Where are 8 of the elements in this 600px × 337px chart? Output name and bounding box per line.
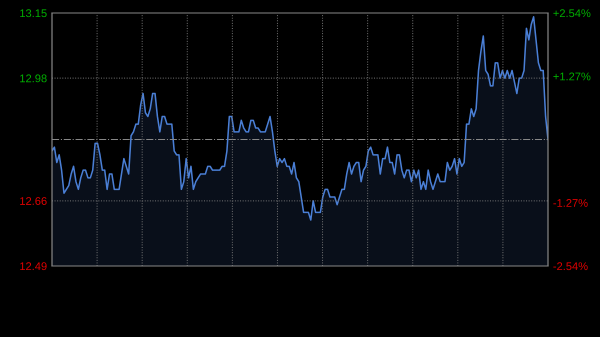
y2-tick-label: -1.27% — [553, 199, 588, 207]
y-tick-label: 12.98 — [20, 74, 47, 82]
y-tick-label: 13.15 — [20, 9, 47, 18]
y2-tick-label: +1.27% — [553, 72, 590, 80]
y2-tick-label: -2.54% — [553, 262, 588, 270]
y-tick-label: 12.66 — [20, 197, 47, 205]
y2-tick-label: +2.54% — [553, 9, 590, 18]
y-tick-label: 12.49 — [20, 262, 47, 270]
